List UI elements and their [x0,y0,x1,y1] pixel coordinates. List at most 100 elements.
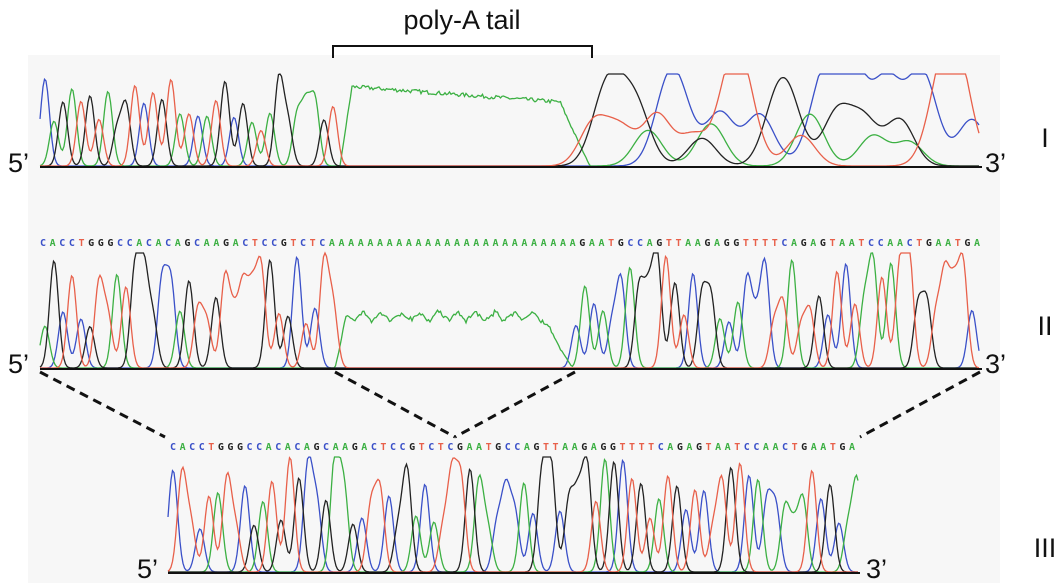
base: G [533,442,539,453]
base: C [146,238,152,249]
base: T [252,238,258,249]
base: C [40,238,46,249]
base: C [782,442,788,453]
base: A [342,442,348,453]
base: G [820,238,826,249]
panel-background [28,55,1000,583]
five-prime: 5’ [8,349,29,379]
base: T [753,238,759,249]
panel-label: II [1037,311,1052,341]
base: C [199,442,205,453]
base: A [667,442,673,453]
base: A [454,238,460,249]
base: G [409,442,415,453]
base: T [830,238,836,249]
five-prime: 5’ [137,554,158,583]
figure: poly-A tail 5’ 3’ I 5’ 3’ II 5’ 3’ III C… [0,0,1061,583]
base: C [390,442,396,453]
base: G [696,442,702,453]
base: A [560,238,566,249]
base: G [223,238,229,249]
base: C [275,442,281,453]
base: G [618,238,624,249]
base: T [648,442,654,453]
base: G [218,442,224,453]
base: G [839,442,845,453]
base: C [514,442,520,453]
base: A [849,442,855,453]
base: A [304,442,310,453]
base: A [763,442,769,453]
base: A [725,442,731,453]
base: C [428,442,434,453]
base: A [233,238,239,249]
base: A [473,238,479,249]
base: G [107,238,113,249]
base: A [416,238,422,249]
base: T [486,442,492,453]
base: A [175,238,181,249]
base: T [310,238,316,249]
base: T [762,238,768,249]
base: T [608,238,614,249]
base: T [79,238,85,249]
base: A [358,238,364,249]
base: A [550,238,556,249]
base: A [715,442,721,453]
base: C [261,238,267,249]
title: poly-A tail [403,5,520,35]
base: A [333,442,339,453]
base: C [256,442,262,453]
base: G [600,442,606,453]
base: G [581,442,587,453]
base: A [464,238,470,249]
base: A [935,238,941,249]
base: A [406,238,412,249]
five-prime: 5’ [8,148,29,178]
base: A [377,238,383,249]
base: T [438,442,444,453]
base: G [281,238,287,249]
base: G [724,238,730,249]
base: A [329,238,335,249]
base: A [887,238,893,249]
base: T [916,238,922,249]
base: C [271,238,277,249]
base: C [69,238,75,249]
base: C [170,442,176,453]
base: A [839,238,845,249]
base: T [543,442,549,453]
base: A [476,442,482,453]
base: T [743,238,749,249]
base: C [505,442,511,453]
base: A [945,238,951,249]
base: C [371,442,377,453]
base: T [380,442,386,453]
base: G [656,238,662,249]
base: A [425,238,431,249]
base: C [323,442,329,453]
base: T [955,238,961,249]
base: A [387,238,393,249]
base: T [208,442,214,453]
base: T [553,442,559,453]
three-prime: 3’ [985,148,1006,178]
base: A [572,442,578,453]
base: C [117,238,123,249]
base: T [830,442,836,453]
panel-label: III [1034,533,1057,563]
base: A [180,442,186,453]
base: A [50,238,56,249]
base: C [744,442,750,453]
base: A [598,238,604,249]
base: C [189,442,195,453]
base: T [629,442,635,453]
base: T [792,442,798,453]
base: G [579,238,585,249]
base: T [858,238,864,249]
base: A [483,238,489,249]
base: A [435,238,441,249]
base: A [531,238,537,249]
base: T [666,238,672,249]
base: T [619,442,625,453]
